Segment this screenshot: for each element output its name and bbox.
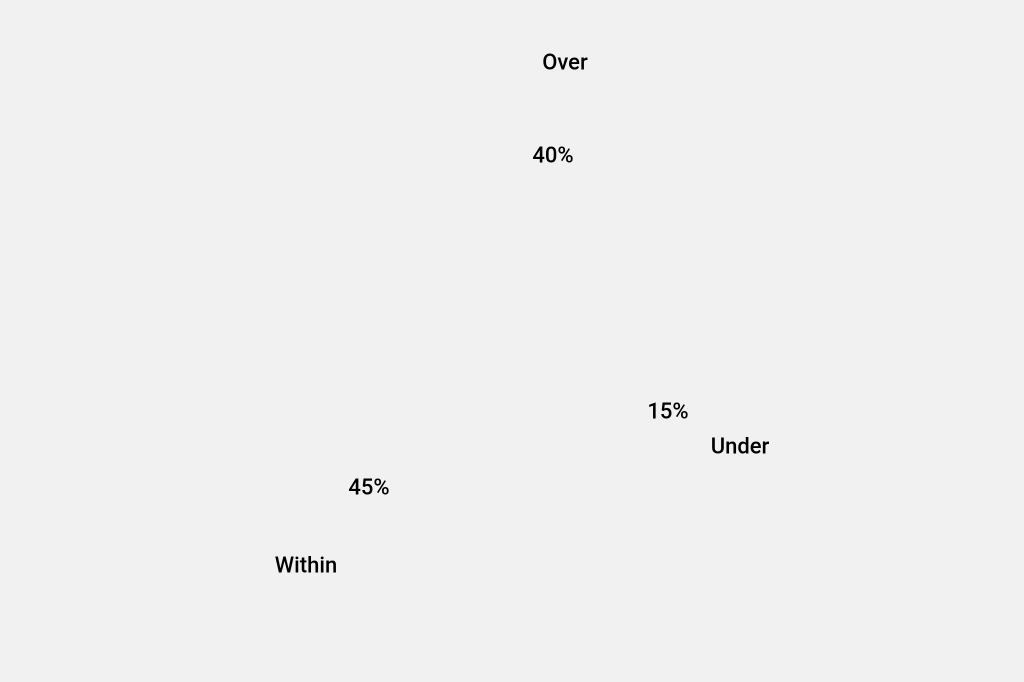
slice-label-over: Over [542,51,588,76]
slice-value-within: 45% [348,476,389,501]
chart-background [0,0,1024,682]
slice-label-under: Under [711,435,770,460]
slice-value-over: 40% [532,144,573,169]
slice-value-under: 15% [647,400,688,425]
slice-label-within: Within [275,554,337,579]
